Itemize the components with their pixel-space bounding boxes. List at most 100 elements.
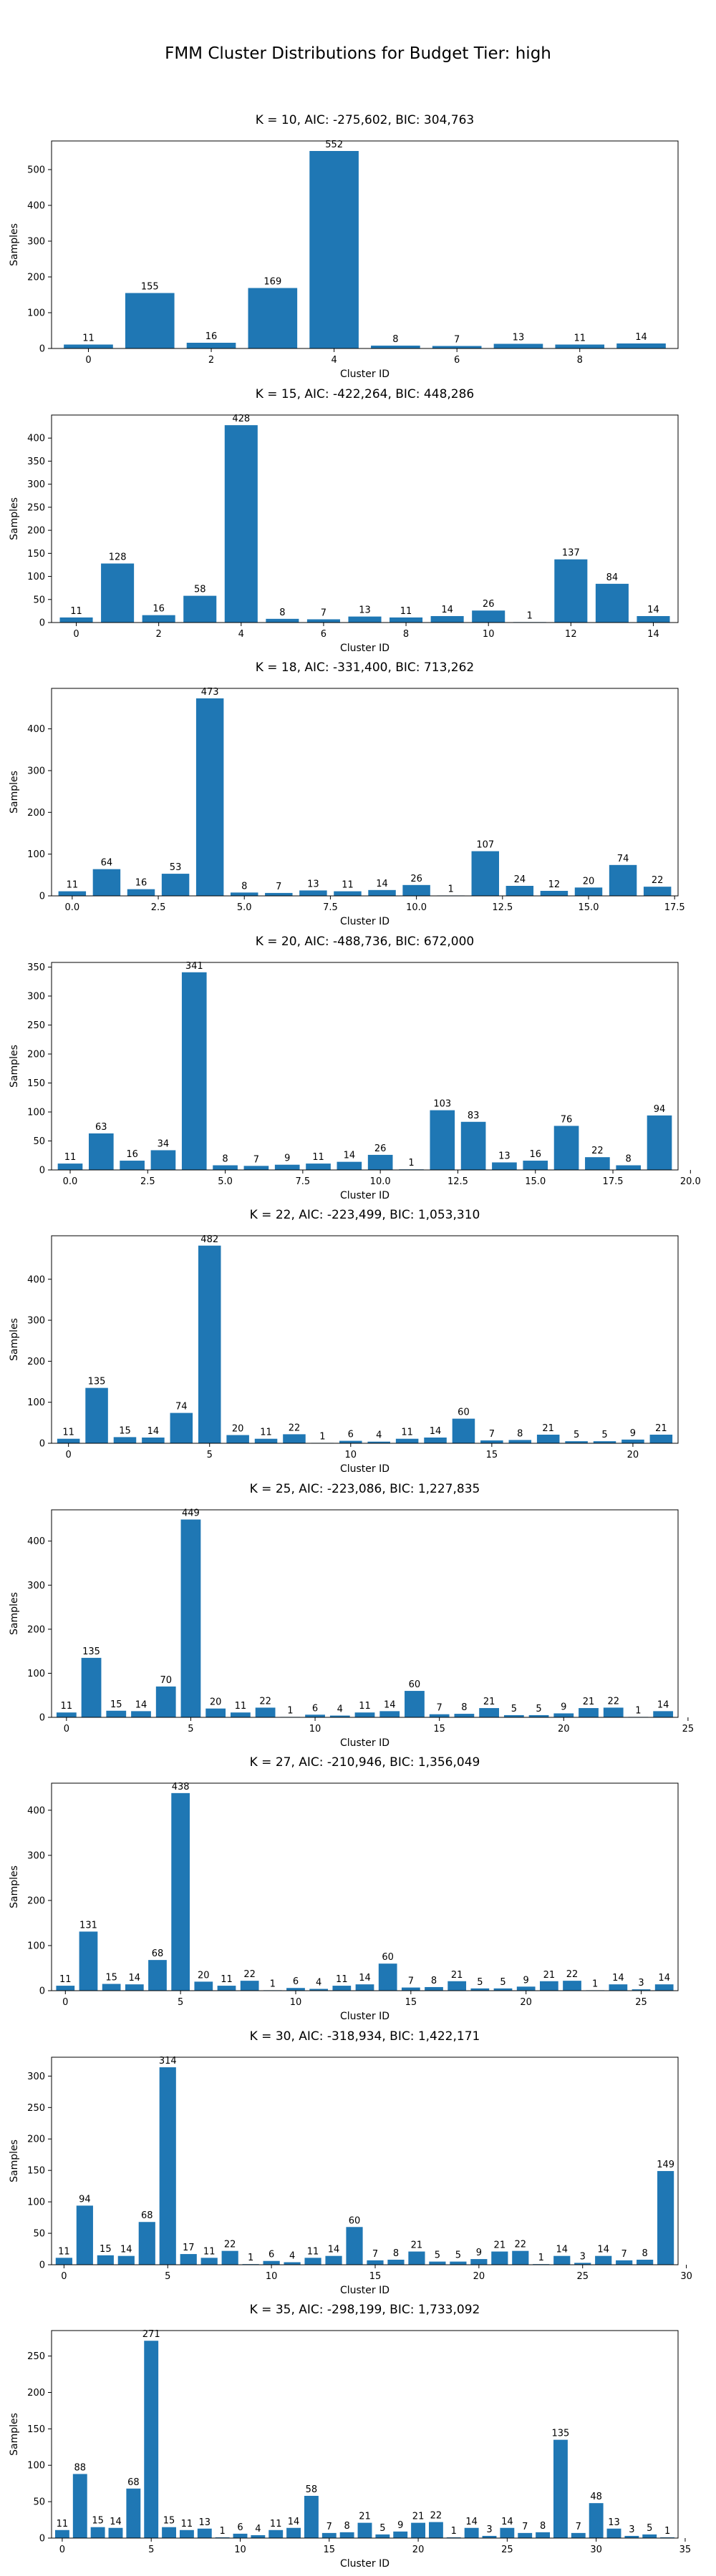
bar — [346, 2226, 363, 2265]
bar — [585, 1156, 610, 1170]
y-tick-label: 300 — [27, 1580, 45, 1591]
bar — [197, 2528, 212, 2538]
bar-value-label: 14 — [612, 1973, 624, 1984]
bar — [217, 1986, 236, 1991]
y-tick-label: 300 — [27, 237, 45, 248]
y-axis-label: Samples — [9, 2413, 20, 2456]
bar — [117, 2255, 135, 2265]
bar-value-label: 9 — [397, 2520, 403, 2531]
bar — [555, 344, 605, 348]
bar — [309, 151, 359, 348]
bar-value-label: 21 — [583, 1697, 595, 1707]
panel-title: K = 18, AIC: -331,400, BIC: 713,262 — [256, 660, 475, 675]
bar — [460, 1121, 486, 1170]
bar-value-label: 22 — [224, 2239, 236, 2250]
bar — [138, 2221, 155, 2265]
y-tick-label: 0 — [39, 892, 45, 902]
bar-value-label: 21 — [412, 2512, 425, 2522]
x-tick-label: 15 — [369, 2271, 382, 2282]
bar-value-label: 11 — [67, 880, 79, 891]
bar-value-label: 16 — [205, 331, 218, 342]
x-tick-label: 2 — [156, 629, 162, 640]
bar-value-label: 53 — [170, 862, 182, 873]
axes-frame — [51, 688, 679, 897]
bar-value-label: 11 — [307, 2246, 319, 2257]
bar-value-label: 14 — [135, 1699, 147, 1710]
y-tick-label: 500 — [27, 165, 45, 176]
bar — [284, 2261, 301, 2265]
y-tick-label: 100 — [27, 308, 45, 319]
panel-title: K = 15, AIC: -422,264, BIC: 448,286 — [256, 387, 475, 401]
bar-value-label: 60 — [349, 2215, 361, 2226]
bar-value-label: 9 — [630, 1428, 636, 1439]
bar — [339, 1440, 362, 1443]
bar-value-label: 3 — [486, 2524, 492, 2535]
bar-value-label: 9 — [284, 1153, 290, 1163]
bar-value-label: 135 — [552, 2429, 570, 2439]
x-tick-label: 5.0 — [237, 902, 252, 913]
axes-frame — [51, 962, 679, 1170]
bar-value-label: 11 — [61, 1701, 73, 1712]
bar — [368, 889, 396, 896]
bar — [540, 890, 569, 896]
axes-frame — [51, 1235, 679, 1444]
y-tick-label: 300 — [27, 479, 45, 490]
bar-value-label: 7 — [454, 335, 460, 346]
bar-value-label: 94 — [654, 1103, 666, 1114]
bar — [205, 1708, 226, 1717]
bar — [657, 2170, 674, 2265]
bar — [268, 2529, 284, 2538]
x-tick-label: 6 — [454, 355, 460, 366]
bar — [574, 887, 603, 896]
bar-value-label: 552 — [325, 140, 343, 150]
x-tick-label: 25 — [635, 1997, 647, 2008]
bar — [348, 616, 382, 623]
bar-value-label: 15 — [105, 1973, 117, 1984]
y-axis-label: Samples — [9, 771, 20, 814]
y-tick-label: 200 — [27, 1624, 45, 1635]
bar-value-label: 1 — [664, 2526, 670, 2537]
x-tick-label: 20 — [412, 2545, 425, 2555]
bar-value-label: 3 — [580, 2251, 586, 2262]
bar — [609, 864, 637, 896]
y-tick-label: 250 — [27, 2102, 45, 2113]
bar — [274, 1164, 300, 1170]
x-tick-label: 35 — [679, 2545, 692, 2555]
y-tick-label: 150 — [27, 1078, 45, 1088]
bar-value-label: 6 — [312, 1703, 318, 1714]
x-tick-label: 15 — [486, 1450, 498, 1460]
bar-value-label: 5 — [500, 1977, 505, 1988]
y-tick-label: 50 — [33, 595, 45, 605]
bar-value-label: 21 — [494, 2240, 506, 2250]
y-tick-label: 0 — [39, 1712, 45, 1723]
x-tick-label: 4 — [331, 355, 337, 366]
bar — [159, 2067, 176, 2265]
bar — [464, 2527, 479, 2538]
bar-value-label: 14 — [556, 2244, 568, 2255]
bar — [408, 2251, 425, 2265]
y-tick-label: 0 — [39, 1986, 45, 1997]
bar-value-label: 21 — [542, 1423, 554, 1434]
bar-value-label: 11 — [235, 1701, 247, 1712]
bar-value-label: 7 — [621, 2248, 627, 2259]
x-tick-label: 0 — [62, 1997, 68, 2008]
bar-value-label: 21 — [411, 2240, 423, 2250]
bar-value-label: 7 — [489, 1429, 495, 1440]
bar-value-label: 14 — [501, 2517, 513, 2527]
y-tick-label: 400 — [27, 433, 45, 444]
bar — [553, 2439, 568, 2538]
x-axis-label: Cluster ID — [340, 2558, 390, 2570]
y-tick-label: 100 — [27, 849, 45, 860]
bar-value-label: 11 — [359, 1701, 371, 1712]
x-tick-label: 7.5 — [296, 1176, 311, 1187]
bar — [170, 1413, 193, 1443]
x-tick-label: 0 — [85, 355, 91, 366]
bar — [90, 2527, 105, 2538]
x-tick-label: 20 — [627, 1450, 639, 1460]
bar-value-label: 14 — [441, 604, 453, 615]
bar — [332, 1986, 352, 1991]
y-tick-label: 50 — [33, 2228, 45, 2239]
bar-value-label: 68 — [141, 2210, 153, 2221]
bar — [183, 595, 217, 623]
y-tick-label: 250 — [27, 2351, 45, 2362]
